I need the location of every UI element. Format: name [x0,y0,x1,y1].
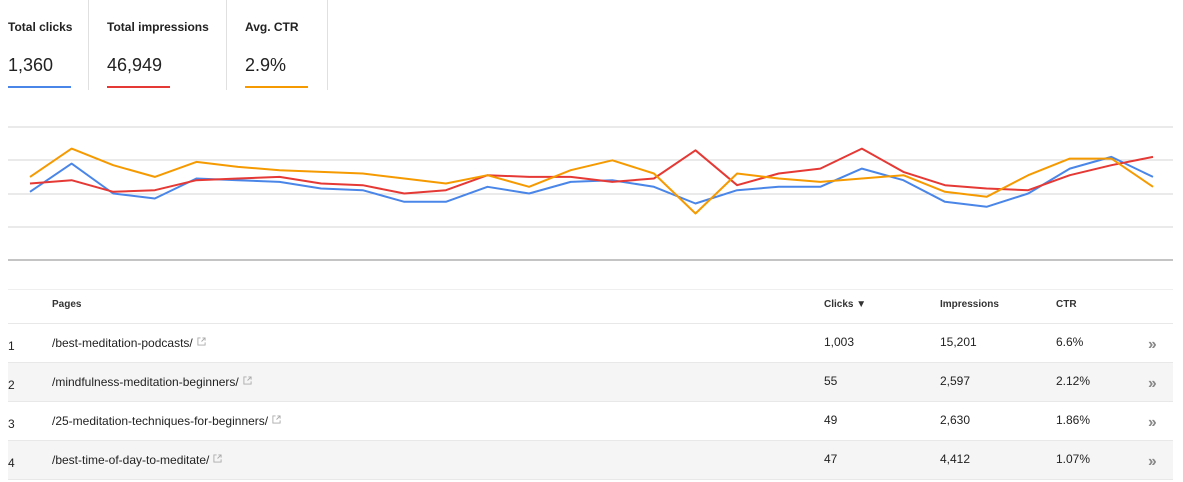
external-link-icon[interactable] [272,413,281,427]
metrics-summary: Total clicks 1,360 Total impressions 46,… [0,0,328,92]
clicks-value: 49 [824,413,838,427]
ctr-value: 2.12% [1056,374,1091,388]
series-line-ctr [29,147,1154,215]
external-link-icon[interactable] [197,335,206,349]
table-row[interactable]: 2/mindfulness-meditation-beginners/55 2,5… [8,363,1173,402]
impressions-value: 4,412 [940,452,971,466]
page-url-link[interactable]: /best-meditation-podcasts/ [52,335,206,350]
table-header: Pages Clicks ▼ Impressions CTR [8,289,1173,324]
clicks-value: 55 [824,374,838,388]
page-url[interactable]: /25-meditation-techniques-for-beginners/ [52,414,269,428]
metric-label: Total impressions [107,20,209,34]
metric-label: Total clicks [8,20,73,34]
metric-total-clicks[interactable]: Total clicks 1,360 [0,0,89,90]
header-pages[interactable]: Pages [52,299,82,310]
header-clicks-sorted[interactable]: Clicks ▼ [824,299,867,310]
double-chevron-right-icon[interactable]: ›› [1148,336,1157,353]
ctr-value: 6.6% [1056,335,1084,349]
metric-label: Avg. CTR [245,20,299,34]
header-impressions[interactable]: Impressions [940,299,999,310]
double-chevron-right-icon[interactable]: ›› [1148,414,1157,431]
clicks-value: 47 [824,452,838,466]
ctr-value: 1.86% [1056,413,1091,427]
metric-total-impressions[interactable]: Total impressions 46,949 [89,0,227,90]
header-ctr[interactable]: CTR [1056,299,1077,310]
metric-value: 46,949 [107,55,163,75]
metric-value: 1,360 [8,55,54,75]
impressions-value: 15,201 [940,335,977,349]
metric-value: 2.9% [245,55,287,75]
row-index: 4 [8,456,15,470]
metric-color-bar [107,86,170,88]
external-link-icon[interactable] [243,374,252,388]
page-url[interactable]: /best-meditation-podcasts/ [52,336,193,350]
row-index: 2 [8,378,15,392]
pages-table: Pages Clicks ▼ Impressions CTR 1/best-me… [8,289,1173,480]
external-link-icon[interactable] [213,452,222,466]
series-line-impressions [29,147,1154,195]
page-url[interactable]: /mindfulness-meditation-beginners/ [52,375,239,389]
page-url-link[interactable]: /best-time-of-day-to-meditate/ [52,452,222,467]
table-row[interactable]: 1/best-meditation-podcasts/1,003 15,201 6.… [8,324,1173,363]
double-chevron-right-icon[interactable]: ›› [1148,375,1157,392]
double-chevron-right-icon[interactable]: ›› [1148,453,1157,470]
impressions-value: 2,597 [940,374,971,388]
table-row[interactable]: 4/best-time-of-day-to-meditate/47 4,412 1.… [8,441,1173,480]
table-row[interactable]: 3/25-meditation-techniques-for-beginners… [8,402,1173,441]
row-index: 3 [8,417,15,431]
impressions-value: 2,630 [940,413,971,427]
performance-line-chart [8,126,1173,261]
metric-color-bar [8,86,71,88]
page-url-link[interactable]: /mindfulness-meditation-beginners/ [52,374,252,389]
page-url[interactable]: /best-time-of-day-to-meditate/ [52,453,210,467]
page-url-link[interactable]: /25-meditation-techniques-for-beginners/ [52,413,281,428]
metric-avg-ctr[interactable]: Avg. CTR 2.9% [227,0,328,90]
clicks-value: 1,003 [824,335,855,349]
ctr-value: 1.07% [1056,452,1091,466]
metric-color-bar [245,86,308,88]
row-index: 1 [8,339,15,353]
